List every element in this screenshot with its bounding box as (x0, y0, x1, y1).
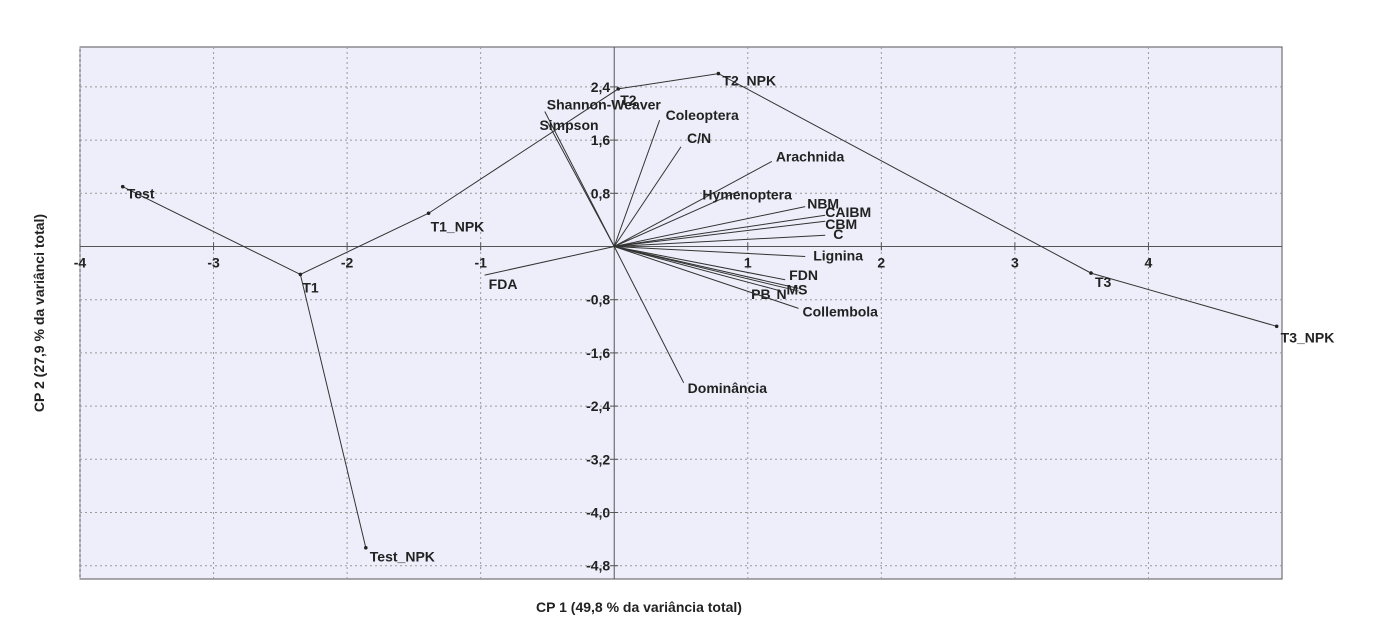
variable-vectors: Shannon-Weaver Simpson Coleoptera C/N Arachn… (484, 97, 879, 396)
variable-label: FDN (789, 267, 818, 283)
y-tick-label: -3,2 (586, 451, 610, 467)
variable-label: PB (751, 286, 770, 302)
treatment-label: Test_NPK (370, 549, 435, 565)
grid-lines (79, 47, 1282, 579)
treatment-label: T2 (620, 92, 637, 108)
variable-vector (614, 246, 799, 292)
variable-label: Shannon-Weaver (547, 97, 662, 113)
y-tick-label: 1,6 (591, 132, 611, 148)
treatment-label: Test (127, 186, 155, 202)
variable-vector (614, 246, 782, 292)
variable-vector (547, 121, 615, 247)
treatment-point (616, 87, 621, 91)
treatment-label: T3_NPK (1281, 329, 1335, 345)
treatment-point (298, 272, 303, 277)
treatment-label: T1 (302, 279, 319, 295)
treatment-point (364, 545, 368, 550)
y-tick-label: -1,6 (586, 345, 610, 361)
variable-vector (484, 246, 615, 276)
variable-label: Coleoptera (666, 107, 739, 123)
treatment-point (1089, 271, 1093, 275)
y-tick-label: -4,0 (586, 505, 610, 521)
variable-label: N (777, 286, 787, 302)
variable-label: Collembola (803, 303, 879, 319)
variable-vector (614, 246, 799, 309)
variable-vector (614, 246, 786, 281)
variable-label: FDA (489, 276, 518, 292)
x-tick-label: -1 (474, 255, 487, 271)
treatment-point (120, 184, 125, 189)
variable-vector (613, 146, 682, 247)
y-tick-label: -0,8 (586, 292, 610, 308)
x-tick-label: -2 (341, 255, 354, 271)
variable-label: Hymenoptera (702, 186, 792, 202)
y-tick-label: -2,4 (586, 398, 610, 414)
y-axis-title: CP 2 (27,9 % da variânci total) (31, 214, 47, 412)
treatment-points: Test T1 Test_NPK T1_NPK T2 T2_NPK T3 T3_NPK (120, 71, 1335, 565)
y-tick-label: -4,8 (586, 558, 610, 574)
treatment-point (1274, 324, 1279, 329)
plot-area (79, 46, 1283, 580)
variable-vector (614, 220, 826, 247)
x-tick-label: 1 (744, 255, 752, 271)
treatment-label: T2_NPK (722, 73, 776, 89)
variable-vector (614, 214, 826, 247)
variable-vector (614, 190, 739, 247)
x-tick-label: -3 (207, 255, 220, 271)
treatment-label: T1_NPK (431, 218, 485, 234)
treatment-label: T3 (1095, 274, 1112, 290)
x-axis-title: CP 1 (49,8 % da variância total) (536, 599, 742, 615)
variable-label: Simpson (539, 117, 598, 133)
variable-vector (613, 246, 685, 384)
variable-vector (613, 119, 661, 247)
treatment-point (426, 211, 431, 216)
y-tick-label: 2,4 (591, 79, 611, 95)
treatment-point (716, 71, 721, 76)
x-tick-label: -4 (74, 255, 87, 271)
variable-vector (613, 160, 773, 247)
variable-label: CBM (825, 216, 857, 232)
variable-label: Lignina (813, 247, 863, 263)
variable-vector (614, 246, 806, 257)
variable-label: MS (787, 281, 808, 297)
y-tick-label: 0,8 (591, 185, 611, 201)
variable-label: CAIBM (825, 204, 871, 220)
x-tick-label: 2 (877, 255, 885, 271)
zero-axes (79, 47, 1282, 579)
variable-label: Arachnida (776, 148, 845, 164)
variable-label: NBM (807, 196, 839, 212)
variable-vector (614, 234, 826, 247)
variable-label: Dominância (688, 380, 768, 396)
variable-label: C/N (687, 130, 711, 146)
variable-label: C (833, 226, 843, 242)
x-tick-label: 3 (1011, 255, 1019, 271)
variable-vector (614, 206, 806, 247)
x-tick-label: 4 (1145, 255, 1153, 271)
tick-labels: -4 -3 -2 -1 1 2 3 4 2,4 1,6 0,8 -0,8 -1,6 -2,4 -3,2 -4,… (74, 79, 1153, 574)
